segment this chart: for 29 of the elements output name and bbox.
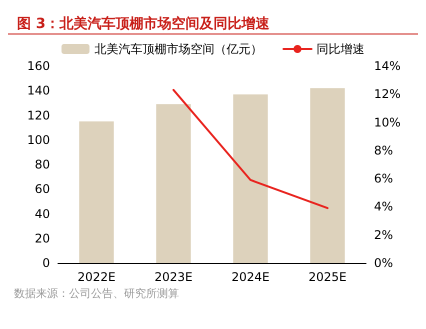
bar [233,94,268,263]
y-tick-label: 120 [27,108,50,122]
y-tick-label: 160 [27,59,50,73]
y2-tick-label: 2% [374,228,394,242]
bar [156,104,191,263]
y2-tick-label: 14% [374,59,401,73]
x-tick-label: 2023E [154,270,193,284]
y2-tick-label: 12% [374,87,401,102]
y-tick-label: 140 [27,84,50,98]
legend-label: 同比增速 [316,42,364,56]
chart-title: 图 3：北美汽车顶棚市场空间及同比增速 [17,15,271,32]
y-tick-label: 40 [34,206,50,221]
x-tick-label: 2024E [231,270,270,284]
source-note: 数据来源：公司公告、研究所测算 [14,287,179,300]
y-tick-label: 20 [34,231,50,246]
y2-tick-label: 6% [374,172,394,186]
y2-tick-label: 8% [374,143,394,158]
bar [310,88,345,263]
y-tick-label: 100 [27,132,50,147]
y2-tick-label: 0% [374,256,394,270]
y-tick-label: 60 [34,182,50,196]
y-tick-label: 80 [34,158,50,172]
y2-tick-label: 4% [374,200,394,214]
legend-label: 北美汽车顶棚市场空间（亿元） [94,42,262,56]
x-tick-label: 2025E [308,270,347,284]
y2-tick-label: 10% [374,115,401,130]
y-tick-label: 0 [42,256,50,270]
x-tick-label: 2022E [77,270,116,284]
bar [79,121,114,263]
